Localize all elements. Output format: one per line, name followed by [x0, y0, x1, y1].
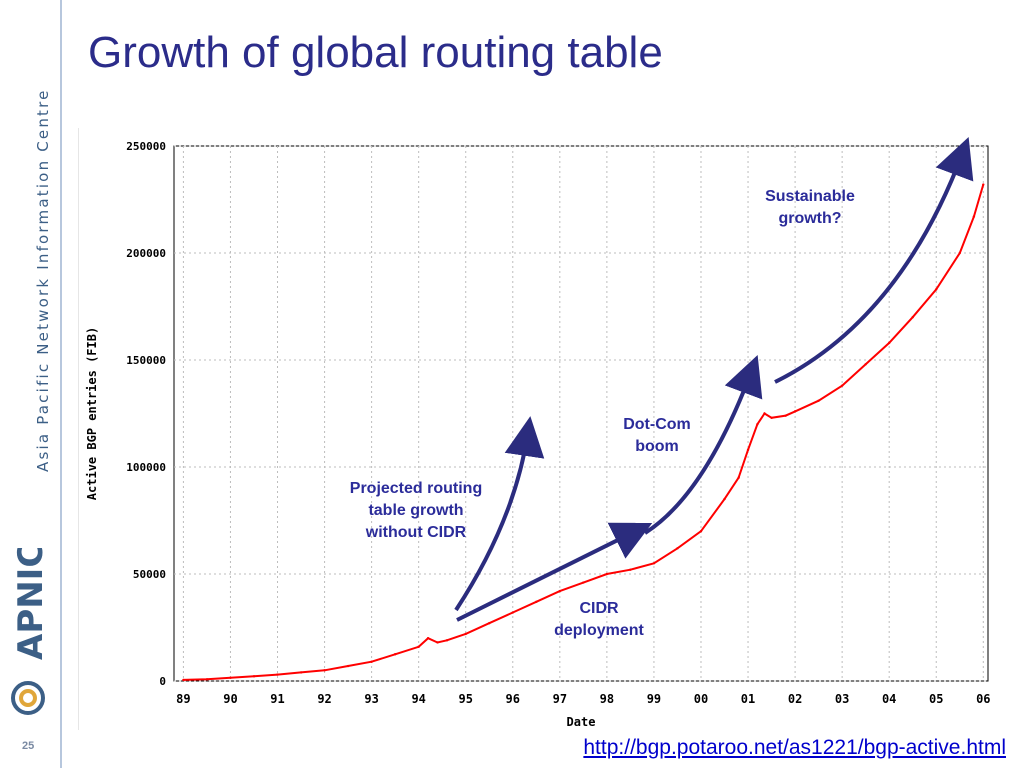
data-point	[746, 448, 750, 452]
data-point	[464, 632, 467, 636]
x-tick-label: 03	[835, 692, 849, 706]
brand-vertical-text: Asia Pacific Network Information Centre	[34, 88, 52, 472]
data-point	[770, 416, 773, 419]
data-point	[393, 653, 397, 656]
data-point	[911, 316, 914, 319]
data-point	[299, 671, 303, 674]
data-point	[629, 568, 632, 571]
annotation-dotcom: Dot-Com boom	[623, 416, 691, 455]
source-link[interactable]: http://bgp.potaroo.net/as1221/bgp-active…	[583, 736, 1006, 759]
data-point	[737, 476, 740, 479]
series-line	[183, 184, 985, 681]
apnic-swirl-icon	[11, 681, 45, 715]
x-tick-label: 98	[600, 692, 614, 706]
data-point	[436, 641, 439, 644]
data-point	[784, 414, 787, 417]
data-point	[982, 183, 985, 186]
data-point	[887, 341, 891, 345]
data-point	[652, 562, 656, 565]
x-tick-label: 96	[506, 692, 520, 706]
apnic-logo: APNIC	[11, 548, 51, 660]
x-tick-label: 05	[929, 692, 943, 706]
y-tick-label: 100000	[126, 461, 166, 474]
data-point	[276, 673, 279, 676]
y-tick-label: 250000	[126, 140, 166, 153]
x-tick-label: 04	[882, 692, 896, 706]
data-point	[323, 669, 326, 672]
data-point	[229, 676, 232, 679]
x-tick-label: 90	[223, 692, 237, 706]
sidebar: Asia Pacific Network Information Centre …	[0, 0, 60, 768]
data-point	[426, 637, 430, 640]
data-point	[605, 572, 609, 576]
x-tick-label: 97	[553, 692, 567, 706]
y-tick-label: 0	[159, 675, 166, 688]
data-point	[511, 611, 514, 614]
annotation-projected: Projected routing table growth without C…	[349, 480, 483, 541]
x-tick-label: 92	[317, 692, 331, 706]
x-axis-label: Date	[567, 715, 596, 729]
x-tick-label: 89	[176, 692, 190, 706]
data-point	[676, 547, 679, 550]
x-tick-label: 93	[364, 692, 378, 706]
data-point	[935, 288, 938, 291]
bgp-chart: 89 90 91 92 93 94 95 96 97 98 99 00 01 02 03 04 05 06 0 500…	[85, 137, 991, 729]
data-point	[958, 251, 961, 255]
data-point	[535, 600, 538, 604]
x-tick-label: 95	[458, 692, 472, 706]
arrow-sustainable	[774, 137, 974, 384]
slide-number: 25	[22, 740, 35, 752]
x-tick-label: 00	[694, 692, 708, 706]
data-point	[756, 423, 759, 426]
data-point	[864, 363, 867, 366]
arrow-cidr	[456, 522, 653, 622]
data-point	[840, 384, 844, 387]
data-point	[182, 678, 185, 682]
data-point	[699, 530, 703, 533]
annotation-cidr: CIDR deployment	[554, 600, 644, 639]
data-point	[417, 645, 420, 648]
data-point	[346, 664, 350, 668]
y-tick-label: 50000	[133, 568, 166, 581]
x-tick-label: 91	[270, 692, 284, 706]
arrow-dotcom	[643, 355, 763, 535]
data-point	[252, 675, 256, 678]
sidebar-divider	[60, 0, 62, 768]
x-tick-label: 06	[976, 692, 990, 706]
data-point	[723, 497, 726, 501]
x-tick-label: 01	[741, 692, 755, 706]
data-point	[558, 589, 562, 593]
data-point	[370, 660, 373, 663]
data-point	[972, 215, 976, 218]
arrow-projected	[454, 416, 545, 612]
y-tick-label: 150000	[126, 354, 166, 367]
y-tick-label: 200000	[126, 247, 166, 260]
x-tick-label: 99	[647, 692, 661, 706]
plot-frame	[173, 145, 989, 682]
slide-title: Growth of global routing table	[88, 28, 663, 77]
annotation-sustainable: Sustainable growth?	[765, 188, 855, 227]
data-point	[763, 412, 766, 415]
y-axis-label: Active BGP entries (FIB)	[85, 327, 99, 500]
data-point	[488, 622, 491, 625]
x-tick-label: 94	[411, 692, 425, 706]
data-point	[582, 581, 585, 584]
data-point	[205, 678, 209, 681]
x-tick-label: 02	[788, 692, 802, 706]
data-point	[793, 410, 797, 413]
logo-wordmark: APNIC	[11, 548, 51, 660]
data-point	[817, 399, 820, 402]
data-point	[445, 639, 449, 642]
